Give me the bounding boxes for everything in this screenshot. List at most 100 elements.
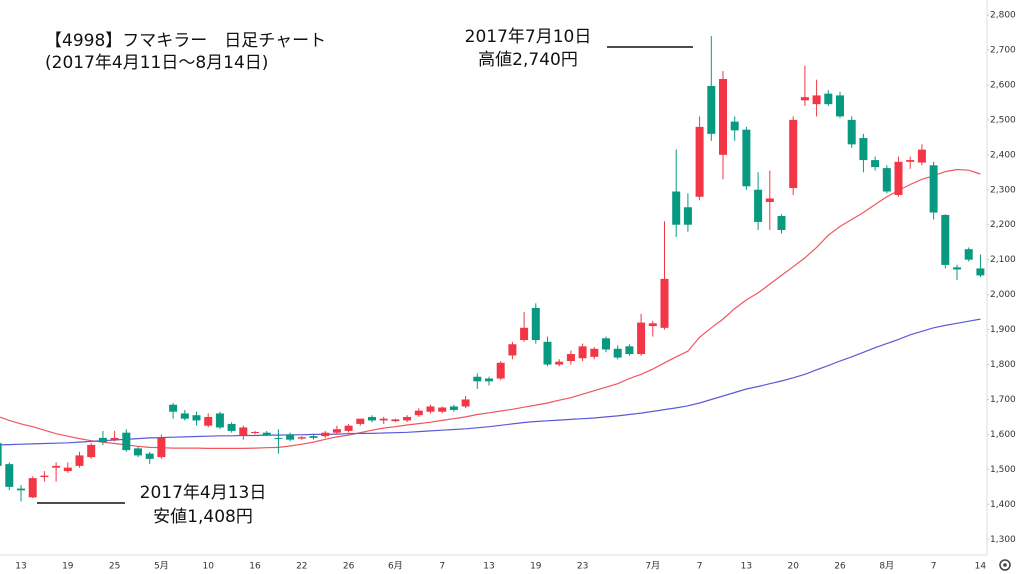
- candle-body: [520, 327, 529, 341]
- candle-body: [531, 307, 540, 341]
- x-tick-label: 6月: [388, 561, 403, 572]
- y-tick-label: 2,100: [990, 255, 1016, 265]
- candle-body: [438, 407, 447, 412]
- y-tick-label: 1,900: [990, 325, 1016, 335]
- y-tick-label: 1,600: [990, 430, 1016, 440]
- candle-body: [894, 161, 903, 196]
- candle-body: [122, 432, 131, 451]
- candle-body: [356, 418, 365, 424]
- candle-body: [297, 437, 306, 439]
- x-tick-label: 25: [109, 562, 120, 572]
- annotation: 2017年7月10日: [465, 27, 592, 47]
- candle-body: [625, 346, 634, 355]
- y-tick-label: 2,400: [990, 150, 1016, 160]
- candle-body: [648, 323, 657, 327]
- candle-body: [871, 160, 880, 168]
- candle-body: [134, 448, 142, 456]
- candle-body: [578, 346, 587, 359]
- candle-body: [953, 267, 961, 270]
- plot-area: [0, 35, 985, 502]
- candle-body: [28, 478, 37, 498]
- candle-body: [555, 361, 564, 365]
- candle-body: [215, 413, 224, 428]
- y-tick-label: 2,600: [990, 80, 1016, 90]
- candle-body: [473, 376, 482, 382]
- candle-body: [812, 95, 821, 105]
- y-tick-label: 1,400: [990, 500, 1016, 510]
- candle-body: [847, 119, 856, 145]
- candle-body: [98, 437, 107, 443]
- candle-body: [180, 413, 189, 419]
- candle-body: [251, 431, 259, 433]
- x-tick-label: 7: [697, 562, 703, 572]
- candle-body: [110, 437, 119, 440]
- candle-body: [824, 93, 833, 105]
- candle-body: [566, 354, 575, 362]
- candle-body: [742, 129, 751, 187]
- candle-body: [239, 427, 248, 436]
- candle-body: [40, 475, 49, 478]
- x-tick-label: 13: [483, 562, 494, 572]
- candle-body: [87, 444, 96, 458]
- y-tick-label: 2,300: [990, 185, 1016, 195]
- y-tick-label: 1,700: [990, 395, 1016, 405]
- candle-body: [145, 453, 154, 459]
- x-tick-label: 8月: [879, 561, 894, 572]
- candle-body: [344, 425, 353, 431]
- y-tick-label: 2,200: [990, 220, 1016, 230]
- x-tick-label: 23: [577, 562, 588, 572]
- candle-body: [672, 191, 681, 225]
- candle-body: [426, 406, 435, 412]
- chart-title: 【4998】フマキラー 日足チャート: [45, 31, 326, 51]
- candle-body: [683, 207, 692, 225]
- candle-body: [75, 455, 84, 466]
- candle-body: [613, 348, 622, 358]
- candle-body: [449, 406, 458, 410]
- settings-icon-dot[interactable]: [1003, 563, 1007, 567]
- candle-body: [414, 410, 423, 416]
- candle-body: [262, 432, 271, 436]
- candle-body: [169, 404, 178, 412]
- candle-body: [52, 465, 61, 468]
- settings-icon-ring[interactable]: [999, 559, 1011, 571]
- candle-body: [5, 464, 14, 487]
- candle-body: [227, 423, 236, 431]
- candle-body: [964, 249, 973, 260]
- candle-body: [789, 119, 798, 189]
- candle-body: [882, 168, 891, 192]
- candle-body: [379, 418, 388, 421]
- candle-body: [0, 443, 2, 466]
- annotation: 高値2,740円: [478, 50, 578, 70]
- candle-body: [754, 189, 763, 222]
- candle-body: [368, 416, 376, 421]
- candle-body: [941, 214, 950, 265]
- chart-subtitle: (2017年4月11日～8月14日): [45, 53, 268, 73]
- annotation: 2017年4月13日: [140, 483, 267, 503]
- annotation: 安値1,408円: [153, 507, 253, 527]
- candle-body: [403, 416, 412, 421]
- candle-body: [17, 488, 25, 491]
- candle-body: [590, 348, 599, 357]
- settings-icon[interactable]: [999, 559, 1011, 571]
- x-tick-label: 13: [15, 562, 26, 572]
- candle-body: [602, 338, 610, 350]
- candle-body: [496, 362, 505, 379]
- y-tick-label: 2,800: [990, 11, 1016, 21]
- y-tick-label: 1,300: [990, 535, 1016, 545]
- y-tick-label: 1,500: [990, 465, 1016, 475]
- candle-body: [765, 198, 774, 203]
- x-tick-label: 10: [202, 562, 214, 572]
- candle-body: [391, 419, 400, 422]
- candle-body: [976, 268, 985, 276]
- candle-body: [730, 121, 739, 131]
- candle-body: [917, 149, 926, 163]
- candle-body: [777, 215, 786, 230]
- candle-body: [157, 437, 166, 458]
- candle-body: [461, 399, 470, 407]
- x-tick-label: 13: [741, 562, 752, 572]
- x-tick-label: 19: [62, 562, 74, 572]
- candle-body: [332, 429, 341, 433]
